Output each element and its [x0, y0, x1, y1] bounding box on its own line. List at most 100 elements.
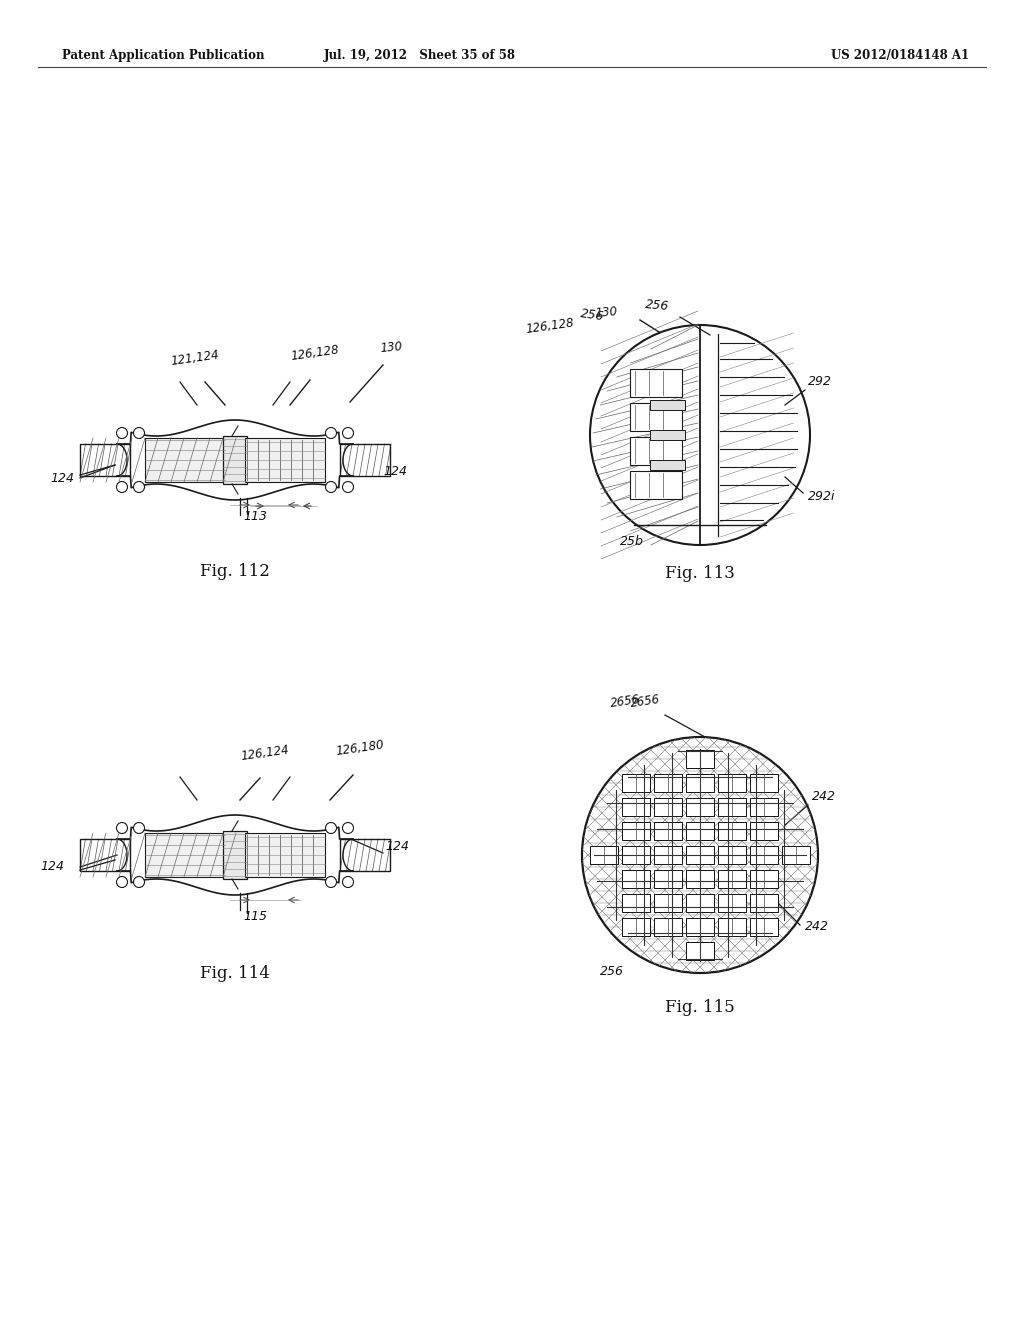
- Bar: [686, 799, 714, 816]
- Text: Fig. 115: Fig. 115: [666, 998, 735, 1015]
- Circle shape: [117, 876, 128, 887]
- Text: 126,128: 126,128: [525, 317, 575, 337]
- Circle shape: [117, 482, 128, 492]
- Bar: [686, 822, 714, 840]
- Bar: [622, 917, 650, 936]
- Circle shape: [133, 822, 144, 833]
- Text: 242: 242: [805, 920, 829, 933]
- Circle shape: [342, 822, 353, 833]
- Circle shape: [326, 822, 337, 833]
- Text: 292: 292: [808, 375, 831, 388]
- Text: 124: 124: [50, 473, 74, 484]
- Bar: [654, 846, 682, 865]
- Circle shape: [342, 876, 353, 887]
- Circle shape: [590, 325, 810, 545]
- Text: 124: 124: [40, 861, 63, 873]
- Bar: [654, 774, 682, 792]
- Bar: [718, 774, 746, 792]
- Bar: [630, 471, 682, 499]
- Text: Fig. 113: Fig. 113: [665, 565, 735, 582]
- Bar: [622, 774, 650, 792]
- Bar: [223, 436, 247, 484]
- Bar: [650, 430, 685, 440]
- Circle shape: [342, 428, 353, 438]
- Bar: [145, 833, 225, 876]
- Bar: [654, 822, 682, 840]
- Text: 126,180: 126,180: [335, 738, 385, 758]
- Bar: [750, 894, 778, 912]
- Bar: [750, 917, 778, 936]
- Text: 256: 256: [580, 306, 605, 323]
- Circle shape: [326, 876, 337, 887]
- Text: Fig. 114: Fig. 114: [200, 965, 270, 982]
- Text: 126,128: 126,128: [290, 343, 340, 363]
- Bar: [686, 774, 714, 792]
- Bar: [80, 840, 130, 871]
- Bar: [686, 750, 714, 768]
- Bar: [750, 870, 778, 888]
- Text: 121,124: 121,124: [170, 348, 220, 368]
- Bar: [686, 942, 714, 960]
- Bar: [340, 444, 390, 477]
- Text: US 2012/0184148 A1: US 2012/0184148 A1: [830, 49, 969, 62]
- Bar: [630, 403, 682, 432]
- Bar: [650, 400, 685, 411]
- Text: 115: 115: [243, 909, 267, 923]
- Bar: [718, 870, 746, 888]
- Text: 256: 256: [600, 965, 624, 978]
- Text: 124: 124: [383, 465, 407, 478]
- Bar: [782, 846, 810, 865]
- Text: 2656: 2656: [630, 693, 662, 710]
- Circle shape: [117, 428, 128, 438]
- Text: 130: 130: [595, 305, 618, 319]
- Bar: [340, 840, 390, 871]
- Text: 242: 242: [812, 789, 836, 803]
- Bar: [622, 870, 650, 888]
- Bar: [622, 894, 650, 912]
- Bar: [686, 917, 714, 936]
- Bar: [718, 799, 746, 816]
- Bar: [750, 799, 778, 816]
- Bar: [686, 894, 714, 912]
- Circle shape: [117, 822, 128, 833]
- Bar: [718, 822, 746, 840]
- Bar: [654, 894, 682, 912]
- Bar: [654, 870, 682, 888]
- Circle shape: [326, 428, 337, 438]
- Bar: [245, 833, 325, 876]
- Text: Patent Application Publication: Patent Application Publication: [62, 49, 264, 62]
- Bar: [750, 822, 778, 840]
- Bar: [654, 799, 682, 816]
- Bar: [80, 444, 130, 477]
- Text: 126,124: 126,124: [240, 743, 290, 763]
- Circle shape: [342, 482, 353, 492]
- Circle shape: [582, 737, 818, 973]
- Bar: [590, 846, 618, 865]
- Bar: [654, 917, 682, 936]
- Bar: [686, 870, 714, 888]
- Bar: [622, 799, 650, 816]
- Circle shape: [133, 482, 144, 492]
- Text: Jul. 19, 2012   Sheet 35 of 58: Jul. 19, 2012 Sheet 35 of 58: [324, 49, 516, 62]
- Text: 292i: 292i: [808, 490, 836, 503]
- Bar: [718, 894, 746, 912]
- Bar: [630, 370, 682, 397]
- Text: 130: 130: [380, 341, 403, 355]
- Text: Fig. 112: Fig. 112: [200, 564, 270, 581]
- Bar: [145, 438, 225, 482]
- Circle shape: [133, 876, 144, 887]
- Bar: [718, 846, 746, 865]
- Bar: [750, 846, 778, 865]
- Bar: [650, 459, 685, 470]
- Circle shape: [326, 482, 337, 492]
- Bar: [622, 846, 650, 865]
- Text: 25b: 25b: [620, 535, 644, 548]
- Text: 113: 113: [243, 510, 267, 523]
- Bar: [245, 438, 325, 482]
- Text: 2656: 2656: [610, 693, 641, 710]
- Bar: [630, 437, 682, 465]
- Bar: [622, 822, 650, 840]
- Bar: [223, 832, 247, 879]
- Bar: [686, 846, 714, 865]
- Bar: [718, 917, 746, 936]
